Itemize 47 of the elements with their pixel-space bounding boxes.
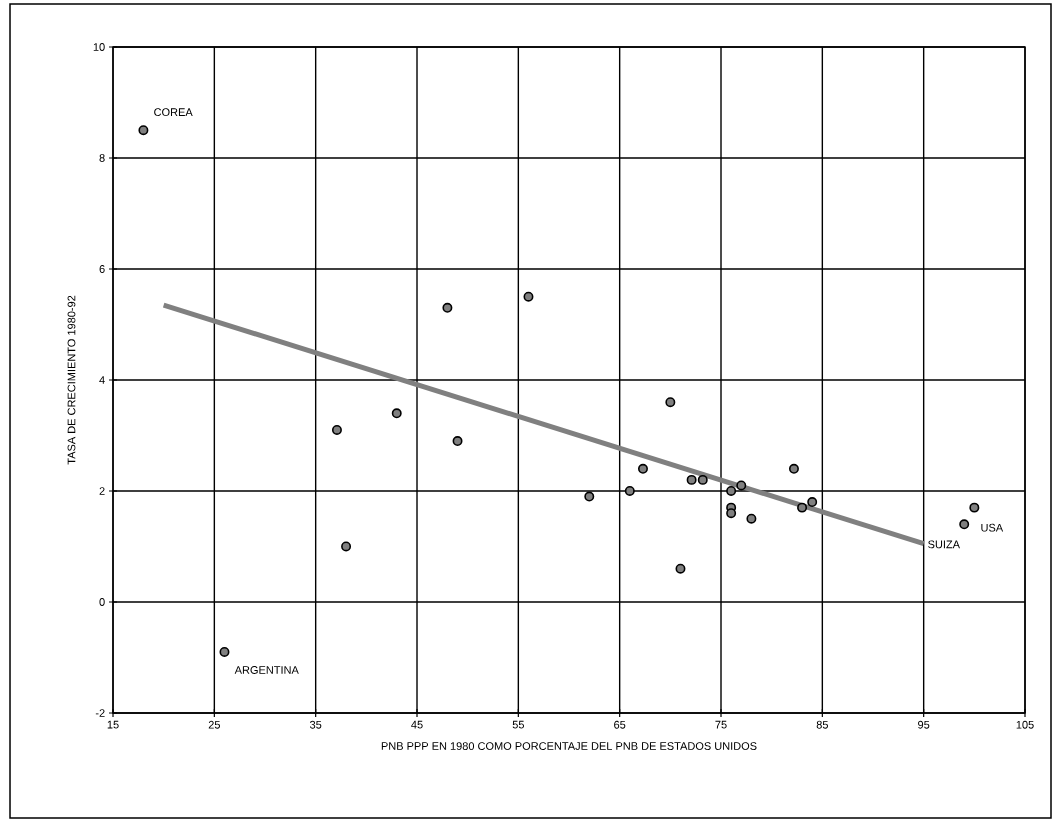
- point: [442, 302, 453, 313]
- annotation: SUIZA: [928, 540, 960, 549]
- y-tick-label: 4: [99, 376, 105, 384]
- x-tick-label: 55: [512, 720, 524, 729]
- x-tick-label: 105: [1016, 720, 1034, 729]
- point: [788, 463, 799, 474]
- point: [807, 497, 818, 508]
- point: [624, 486, 635, 496]
- point: [736, 480, 747, 491]
- point: [726, 508, 737, 519]
- annotation: ARGENTINA: [234, 666, 299, 674]
- x-axis-title: PNB PPP EN 1980 COMO PORCENTAJE DEL PNB DE ESTADOS UNIDOS: [381, 742, 757, 750]
- point: [523, 291, 534, 302]
- point: [391, 408, 402, 419]
- point: [746, 513, 757, 524]
- point: [341, 541, 352, 552]
- y-tick-label: 10: [93, 43, 105, 51]
- y-tick-label: -2: [95, 709, 105, 717]
- y-axis-title: TASA DE CRECIMIENTO 1980-92: [67, 295, 76, 465]
- x-tick-label: 45: [411, 720, 423, 729]
- point: [138, 125, 149, 136]
- y-tick-label: 6: [99, 265, 105, 273]
- point: [686, 474, 697, 485]
- point: [637, 463, 648, 474]
- x-tick-label: 35: [309, 720, 322, 729]
- point: [797, 502, 808, 513]
- x-tick-label: 65: [614, 720, 626, 729]
- point: [584, 491, 595, 502]
- point: [959, 519, 970, 530]
- x-tick-label: 85: [816, 720, 828, 729]
- x-tick-label: 95: [918, 720, 930, 729]
- annotation: USA: [981, 523, 1004, 532]
- point: [665, 397, 676, 408]
- x-tick-label: 75: [715, 720, 727, 729]
- point: [697, 474, 708, 485]
- point: [452, 436, 463, 447]
- y-tick-label: 8: [99, 154, 105, 162]
- point: [969, 502, 980, 513]
- y-tick-label: 0: [99, 598, 105, 606]
- point: [726, 486, 737, 496]
- x-tick-label: 25: [208, 720, 220, 729]
- y-tick-label: 2: [99, 487, 105, 495]
- point: [675, 563, 686, 574]
- point: [219, 646, 230, 657]
- point: [331, 424, 342, 435]
- x-tick-label: 15: [107, 720, 119, 729]
- annotation: COREA: [154, 108, 193, 117]
